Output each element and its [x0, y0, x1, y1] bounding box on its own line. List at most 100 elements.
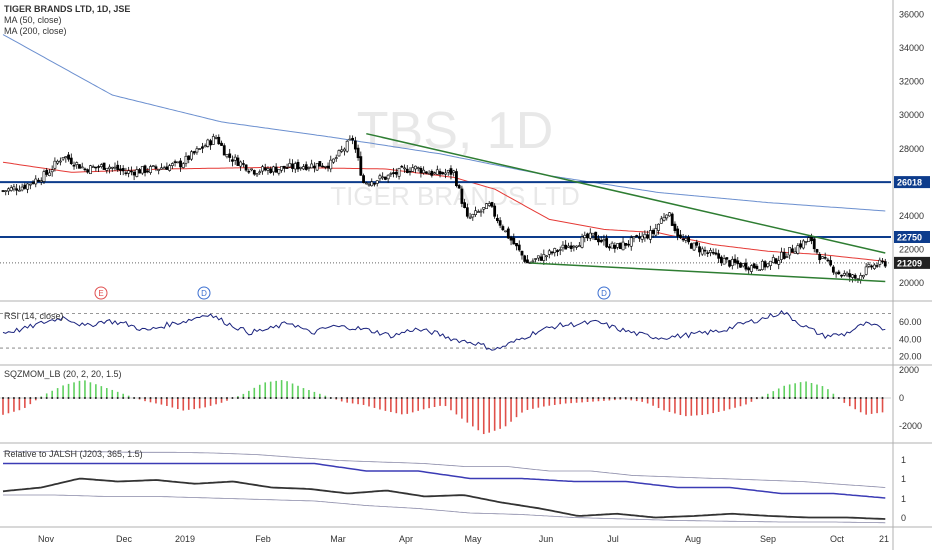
- candle-body[interactable]: [323, 166, 327, 168]
- candle-body[interactable]: [99, 164, 103, 167]
- candle-body[interactable]: [564, 244, 568, 250]
- candle-body[interactable]: [613, 244, 617, 249]
- candle-body[interactable]: [121, 168, 125, 172]
- candle-body[interactable]: [39, 180, 43, 183]
- candle-body[interactable]: [190, 151, 193, 160]
- candle-body[interactable]: [668, 212, 671, 217]
- candle-body[interactable]: [831, 266, 835, 273]
- candle-body[interactable]: [384, 176, 387, 180]
- candle-body[interactable]: [195, 148, 199, 153]
- candle-body[interactable]: [94, 166, 98, 169]
- candle-body[interactable]: [214, 137, 218, 139]
- candle-body[interactable]: [1, 190, 5, 192]
- candle-body[interactable]: [149, 166, 152, 173]
- candle-body[interactable]: [424, 171, 428, 174]
- candle-body[interactable]: [206, 139, 210, 147]
- candle-body[interactable]: [129, 170, 133, 173]
- candle-body[interactable]: [132, 171, 136, 176]
- candle-body[interactable]: [679, 234, 682, 239]
- candle-body[interactable]: [580, 236, 584, 248]
- candle-body[interactable]: [203, 145, 207, 148]
- candle-body[interactable]: [48, 172, 51, 176]
- candle-body[interactable]: [244, 164, 248, 171]
- candle-body[interactable]: [162, 167, 166, 170]
- candle-body[interactable]: [793, 251, 797, 254]
- candle-body[interactable]: [53, 160, 57, 169]
- candle-body[interactable]: [353, 140, 357, 150]
- candle-body[interactable]: [231, 159, 234, 162]
- candle-body[interactable]: [673, 223, 677, 232]
- candle-body[interactable]: [154, 166, 158, 169]
- candle-body[interactable]: [192, 151, 196, 154]
- candle-body[interactable]: [821, 256, 824, 259]
- candle-body[interactable]: [689, 243, 693, 249]
- candle-body[interactable]: [643, 233, 647, 239]
- candle-body[interactable]: [474, 210, 477, 215]
- candle-body[interactable]: [837, 271, 841, 275]
- candle-body[interactable]: [815, 249, 819, 253]
- candle-body[interactable]: [422, 169, 426, 174]
- candle-body[interactable]: [460, 188, 464, 204]
- candle-body[interactable]: [263, 167, 267, 171]
- candle-body[interactable]: [427, 172, 431, 175]
- candle-body[interactable]: [602, 239, 606, 242]
- candle-body[interactable]: [741, 263, 745, 267]
- event-marker[interactable]: [94, 286, 108, 300]
- candle-body[interactable]: [646, 234, 650, 239]
- candle-body[interactable]: [556, 250, 559, 253]
- candle-body[interactable]: [435, 169, 439, 175]
- candle-body[interactable]: [752, 263, 756, 268]
- candle-body[interactable]: [621, 241, 625, 251]
- candle-body[interactable]: [151, 165, 155, 167]
- candle-body[interactable]: [181, 163, 185, 168]
- candle-body[interactable]: [416, 167, 420, 169]
- candle-body[interactable]: [780, 251, 783, 260]
- candle-body[interactable]: [351, 137, 355, 141]
- candle-body[interactable]: [310, 163, 314, 169]
- candle-body[interactable]: [50, 169, 54, 173]
- candle-body[interactable]: [610, 242, 614, 249]
- rsi-line[interactable]: [2, 309, 886, 351]
- candle-body[interactable]: [108, 166, 111, 170]
- candle-body[interactable]: [394, 171, 398, 175]
- candle-body[interactable]: [9, 187, 13, 191]
- candle-body[interactable]: [700, 248, 704, 255]
- ma200-legend[interactable]: MA (200, close): [4, 26, 67, 36]
- candle-body[interactable]: [345, 140, 349, 152]
- candle-body[interactable]: [845, 272, 849, 276]
- candle-body[interactable]: [504, 230, 507, 233]
- candle-body[interactable]: [875, 265, 879, 267]
- candle-body[interactable]: [840, 274, 843, 277]
- candle-body[interactable]: [411, 167, 415, 172]
- candle-body[interactable]: [75, 162, 79, 165]
- candle-body[interactable]: [209, 140, 212, 146]
- relative-lower-band[interactable]: [3, 494, 886, 524]
- candle-body[interactable]: [277, 169, 281, 174]
- candle-body[interactable]: [170, 163, 174, 166]
- candle-body[interactable]: [441, 172, 445, 175]
- candle-body[interactable]: [883, 261, 887, 267]
- candle-body[interactable]: [523, 255, 527, 262]
- candle-body[interactable]: [834, 272, 838, 275]
- candle-body[interactable]: [105, 167, 109, 171]
- candle-body[interactable]: [225, 154, 229, 158]
- candle-body[interactable]: [433, 172, 436, 175]
- candle-body[interactable]: [862, 275, 865, 278]
- candle-body[interactable]: [799, 243, 802, 248]
- candle-body[interactable]: [455, 171, 458, 187]
- candle-body[interactable]: [569, 245, 573, 250]
- candle-body[interactable]: [698, 246, 701, 253]
- candle-body[interactable]: [848, 273, 852, 278]
- candle-body[interactable]: [567, 245, 570, 248]
- candle-body[interactable]: [239, 161, 243, 167]
- candle-body[interactable]: [599, 239, 603, 243]
- candle-body[interactable]: [823, 257, 827, 259]
- candle-body[interactable]: [687, 237, 691, 243]
- rsi-label[interactable]: RSI (14, close): [4, 311, 64, 321]
- candle-body[interactable]: [498, 220, 502, 226]
- candle-body[interactable]: [296, 161, 300, 170]
- candle-body[interactable]: [304, 164, 308, 170]
- candle-body[interactable]: [627, 243, 630, 246]
- candle-body[interactable]: [588, 232, 592, 239]
- candle-body[interactable]: [364, 182, 368, 185]
